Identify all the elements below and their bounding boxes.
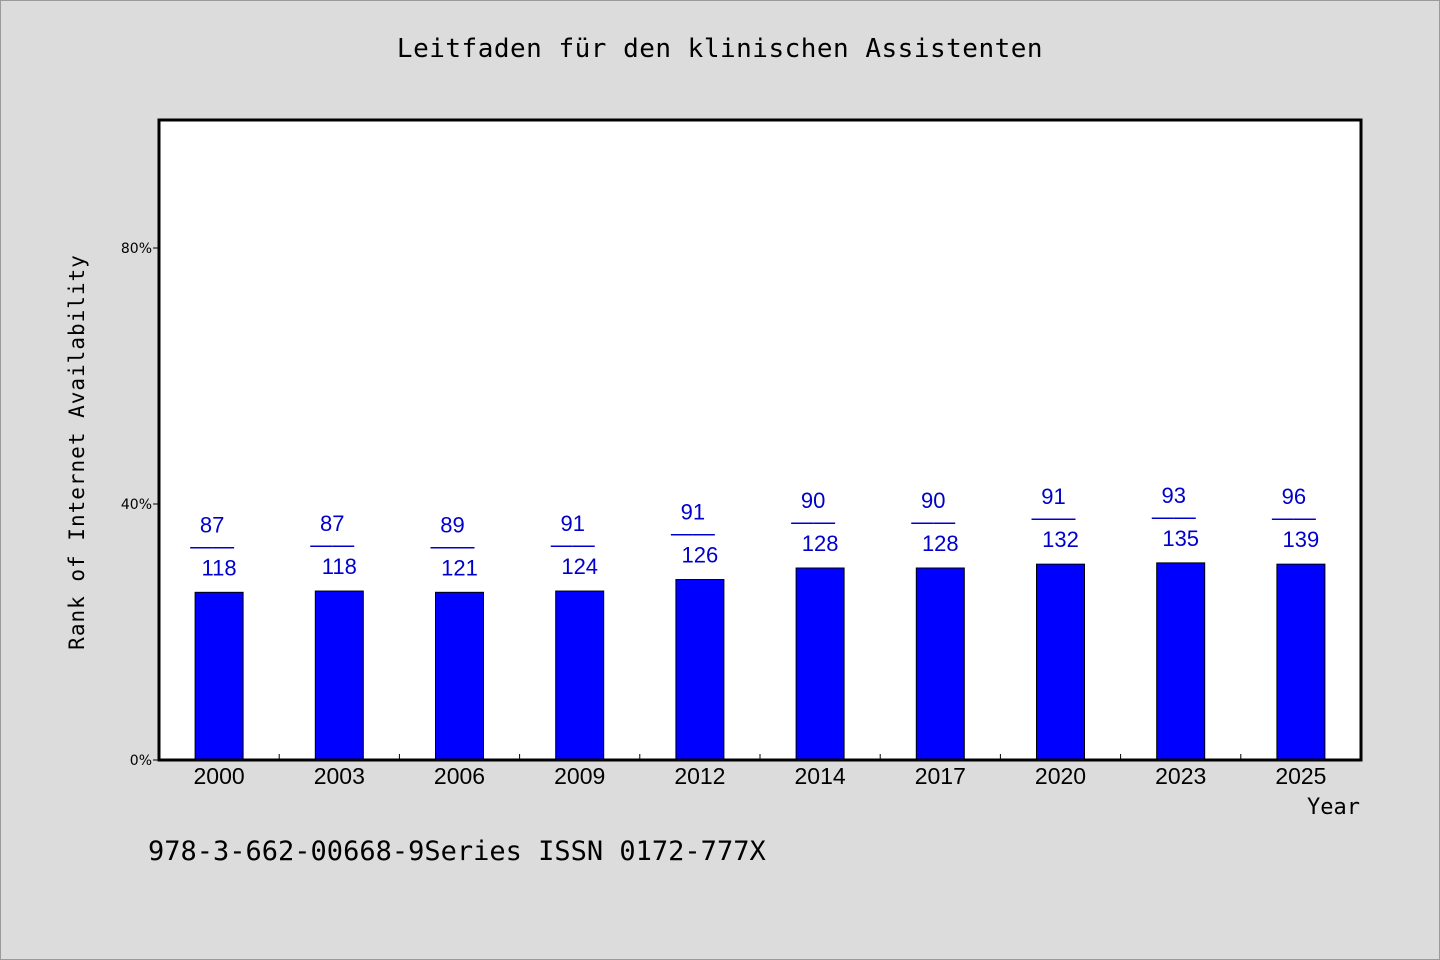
bar-label-separator: —— — [791, 509, 835, 534]
x-axis-label: Year — [1307, 795, 1360, 820]
bar-label-top: 91 — [1041, 484, 1065, 509]
bar-label-separator: —— — [190, 533, 234, 558]
bar-label-bottom: 121 — [441, 555, 478, 580]
bar-2003 — [314, 590, 364, 761]
bar-2017 — [915, 567, 965, 761]
bar-label-top: 91 — [681, 500, 705, 525]
bar-label-bottom: 126 — [682, 543, 719, 568]
x-tick-label: 2003 — [314, 763, 365, 789]
bar-2023 — [1156, 562, 1206, 761]
plot-border — [157, 118, 1363, 762]
bar-label-bottom: 118 — [322, 554, 357, 579]
bar-label-separator: —— — [671, 521, 715, 546]
bar-label-top: 87 — [320, 511, 344, 536]
bar-label-bottom: 135 — [1162, 526, 1199, 551]
bar-label-separator: —— — [1152, 504, 1196, 529]
bar-label-bottom: 128 — [922, 531, 959, 556]
x-tick-label: 2017 — [915, 763, 966, 789]
bar-2000 — [194, 591, 244, 761]
x-tick-label: 2020 — [1035, 763, 1086, 789]
bar-label-bottom: 124 — [561, 554, 598, 579]
bar-2020 — [1036, 563, 1085, 761]
bar-label-bottom: 139 — [1283, 527, 1320, 552]
bar-2014 — [795, 567, 845, 761]
ticks-layer: 2000 2003 2006 2009 2012 2014 2017 2020 2023 2025… — [121, 241, 1327, 789]
chart-title: Leitfaden für den klinischen Assistenten — [396, 34, 1044, 64]
bar-label-bottom: 118 — [202, 555, 237, 580]
y-tick-label: 80% — [121, 241, 152, 257]
footer-isbn-text: 978-3-662-00668-9Series ISSN 0172-777X — [148, 836, 766, 867]
bar-label-top: 89 — [440, 512, 464, 537]
bar-label-top: 87 — [200, 512, 224, 537]
bar-label-top: 93 — [1161, 483, 1185, 508]
bar-2012 — [675, 579, 725, 761]
x-tick-label: 2025 — [1275, 763, 1326, 789]
x-tick-label: 2023 — [1155, 763, 1206, 789]
bar-label-separator: —— — [1272, 505, 1316, 530]
bar-label-top: 96 — [1282, 484, 1306, 509]
bar-label-top: 91 — [560, 511, 584, 536]
bar-label-separator: —— — [911, 509, 955, 534]
bar-2025 — [1276, 563, 1326, 761]
x-tick-label: 2009 — [554, 763, 605, 789]
bar-2009 — [555, 590, 605, 761]
bar-label-separator: —— — [1032, 505, 1076, 530]
bar-label-bottom: 132 — [1042, 527, 1079, 552]
x-tick-label: 2006 — [434, 763, 485, 789]
bar-label-separator: —— — [310, 532, 354, 557]
bar-label-separator: —— — [551, 532, 595, 557]
x-tick-label: 2014 — [795, 763, 846, 789]
bar-label-top: 90 — [801, 488, 825, 513]
x-tick-label: 2000 — [194, 763, 245, 789]
bar-label-bottom: 128 — [802, 531, 839, 556]
y-tick-label: 0% — [130, 753, 152, 769]
y-tick-label: 40% — [121, 497, 152, 513]
bar-2006 — [435, 591, 484, 761]
x-tick-label: 2012 — [674, 763, 725, 789]
bar-label-top: 90 — [921, 488, 945, 513]
bars-layer: 87——11887——11889——12191——12491——12690——1… — [190, 483, 1326, 761]
bar-label-separator: —— — [431, 533, 475, 558]
